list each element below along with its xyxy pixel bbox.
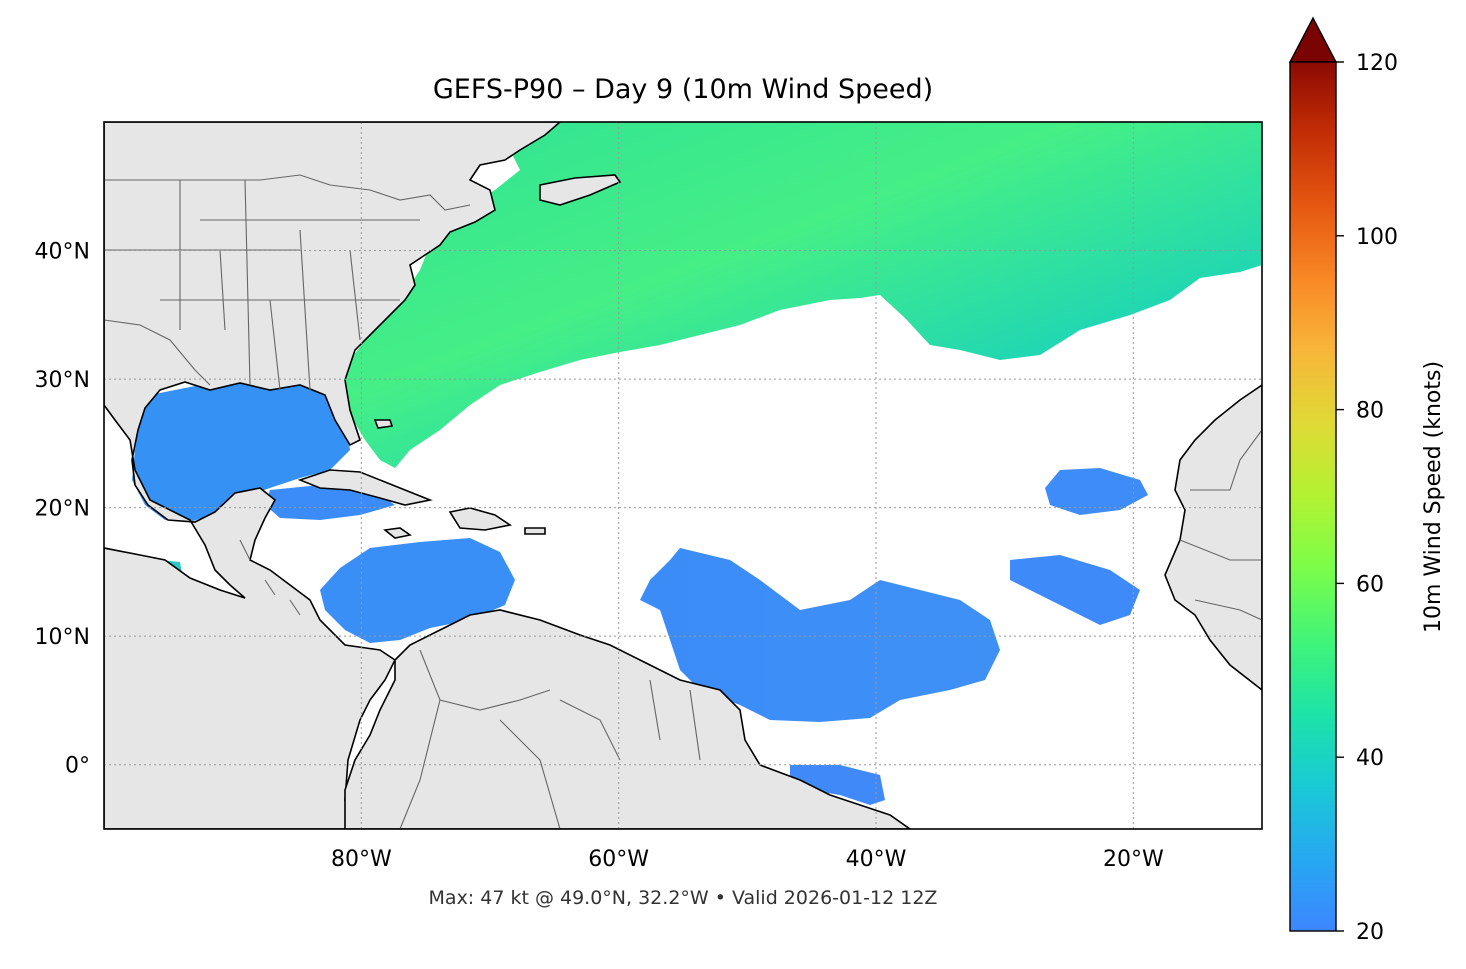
chart-title: GEFS-P90 – Day 9 (10m Wind Speed) xyxy=(433,74,933,105)
us-mexico-border xyxy=(104,319,211,386)
wind-speed-field xyxy=(104,122,1262,805)
lon-tick-label: 80°W xyxy=(331,847,392,872)
colorbar-label: 10m Wind Speed (knots) xyxy=(1421,361,1446,633)
colorbar-tick-label: 80 xyxy=(1356,399,1384,424)
us-state-lines xyxy=(104,179,420,391)
colorbar-gradient xyxy=(1289,61,1337,932)
map-area xyxy=(103,121,1263,830)
equatorial-wind-area xyxy=(790,765,885,805)
longitude-tick-labels: 80°W 60°W 40°W 20°W xyxy=(331,847,1164,872)
central-america-borders xyxy=(239,539,301,616)
colorbar-tick-label: 120 xyxy=(1356,51,1398,76)
newfoundland-land xyxy=(539,174,622,206)
cape-verde-wind-area xyxy=(1010,555,1140,625)
land-masses xyxy=(104,122,1262,829)
africa-borders xyxy=(1179,429,1262,621)
north-america-land xyxy=(104,122,562,829)
gulf-wind-area xyxy=(132,378,350,522)
colorbar-tick-label: 100 xyxy=(1356,225,1398,250)
lon-tick-label: 40°W xyxy=(846,847,907,872)
lat-tick-label: 10°N xyxy=(35,625,90,650)
lat-tick-label: 0° xyxy=(65,754,90,779)
south-america-land xyxy=(344,609,912,829)
colorbar-extend-triangle xyxy=(1288,16,1338,63)
colorbar-tick-label: 60 xyxy=(1356,572,1384,597)
footer-caption: Max: 47 kt @ 49.0°N, 32.2°W • Valid 2026… xyxy=(429,887,938,909)
lat-tick-label: 30°N xyxy=(35,368,90,393)
political-borders xyxy=(104,174,1262,829)
north-atlantic-wind-band xyxy=(345,122,1262,468)
florida-keys-land xyxy=(373,419,394,429)
lat-tick-label: 20°N xyxy=(35,497,90,522)
tropical-atlantic-wind-area xyxy=(640,548,1000,722)
colorbar-ticks: 20 40 60 80 100 120 xyxy=(1336,51,1398,945)
east-atlantic-wind-area xyxy=(1045,468,1148,515)
lat-tick-label: 40°N xyxy=(35,240,90,265)
map-gridlines xyxy=(104,122,1262,829)
latitude-tick-labels: 40°N 30°N 20°N 10°N 0° xyxy=(35,240,90,779)
colorbar: 20 40 60 80 100 120 10m Wind Speed (knots) xyxy=(1288,16,1446,945)
jamaica-land xyxy=(383,527,412,539)
lon-tick-label: 20°W xyxy=(1103,847,1164,872)
colorbar-tick-label: 40 xyxy=(1356,746,1384,771)
map-frame xyxy=(103,121,1263,830)
south-america-borders xyxy=(399,649,701,829)
puerto-rico-land xyxy=(524,527,546,535)
cuba-land xyxy=(297,469,433,506)
us-canada-border xyxy=(104,174,471,211)
colorbar-tick-label: 20 xyxy=(1356,920,1384,945)
lon-tick-label: 60°W xyxy=(588,847,649,872)
